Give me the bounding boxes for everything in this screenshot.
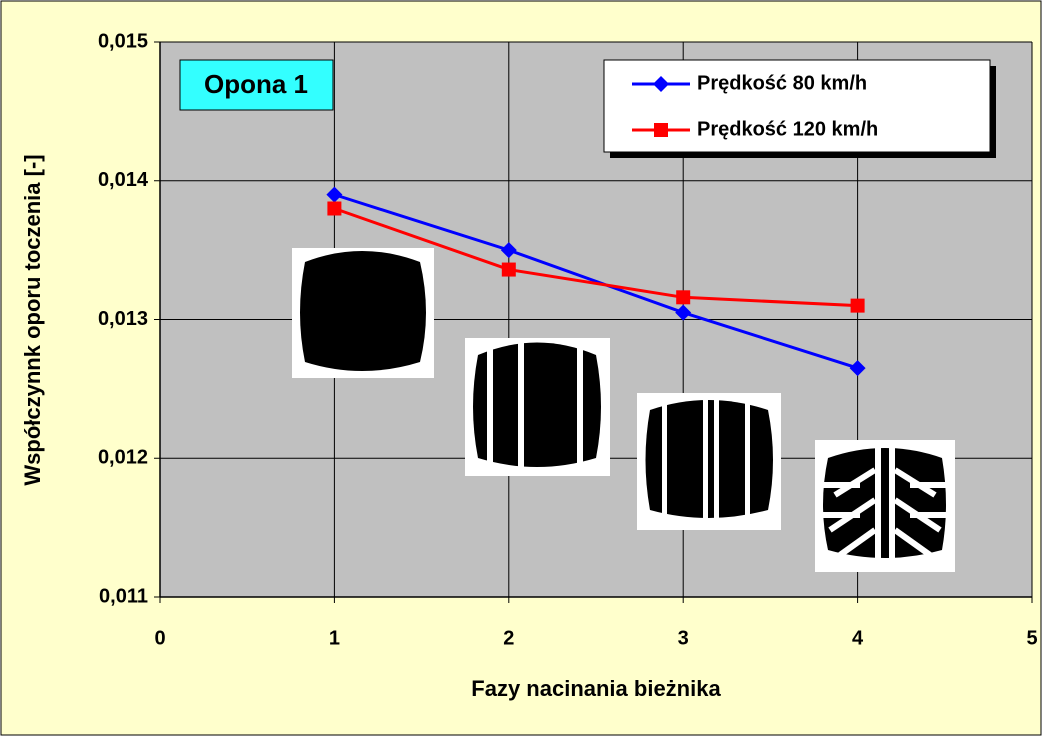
y-axis-label: Współczynnk oporu toczenia [-] <box>20 154 45 485</box>
series-line <box>333 207 858 308</box>
y-tick-label: 0,014 <box>98 169 149 191</box>
tread <box>823 448 946 558</box>
marker <box>326 186 343 203</box>
x-axis-label: Fazy nacinania bieżnika <box>471 676 721 701</box>
tread <box>473 342 601 467</box>
legend <box>603 59 991 153</box>
marker <box>676 290 691 305</box>
annotation: Opona 1 <box>204 69 308 99</box>
marker <box>501 262 516 277</box>
marker <box>327 201 342 216</box>
x-tick-label: 0 <box>154 627 165 649</box>
groove <box>577 345 583 470</box>
marker <box>500 242 517 259</box>
marker <box>654 123 668 137</box>
x-tick-label: 1 <box>329 627 340 649</box>
groove <box>703 398 708 523</box>
x-tick-label: 3 <box>678 627 689 649</box>
groove <box>487 345 493 470</box>
marker <box>850 298 865 313</box>
legend-label: Prędkość 120 km/h <box>697 118 878 140</box>
groove <box>662 400 667 520</box>
legend-label: Prędkość 80 km/h <box>697 72 867 94</box>
groove <box>745 400 750 520</box>
marker <box>653 76 669 92</box>
groove <box>518 340 524 472</box>
x-tick-label: 2 <box>503 627 514 649</box>
y-tick-label: 0,012 <box>98 447 148 469</box>
x-tick-label: 5 <box>1026 627 1037 649</box>
groove <box>714 398 719 523</box>
series-line <box>333 193 859 370</box>
marker <box>675 304 692 321</box>
tread <box>300 251 426 371</box>
y-tick-label: 0,015 <box>98 30 148 52</box>
y-tick-label: 0,011 <box>99 585 148 607</box>
x-tick-label: 4 <box>852 627 864 649</box>
marker <box>849 360 866 377</box>
tread <box>645 400 773 518</box>
annotation-box <box>179 59 334 111</box>
y-tick-label: 0,013 <box>98 308 148 330</box>
grooves <box>820 445 950 565</box>
tread-images <box>292 248 955 572</box>
